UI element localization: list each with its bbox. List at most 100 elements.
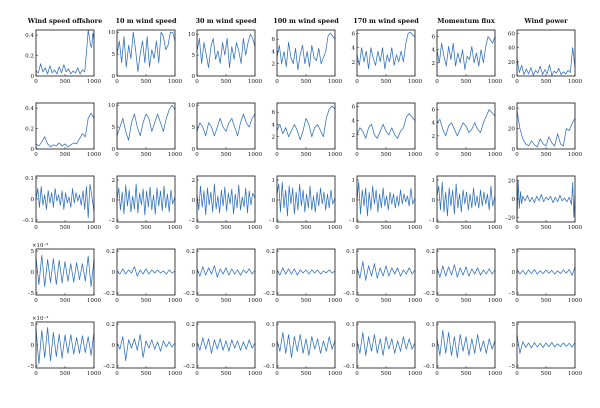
x-tick-label: 0 bbox=[34, 225, 38, 231]
y-tick-label: –5 bbox=[509, 364, 516, 370]
x-tick-label: 0 bbox=[115, 79, 119, 85]
y-tick-label: 0 bbox=[111, 198, 115, 204]
subplot-r2-c3: 0 500 1000–101 bbox=[269, 175, 343, 231]
series-line bbox=[35, 183, 95, 219]
y-tick-label: 10 bbox=[188, 103, 196, 109]
subplot-r1-c2: 0 500 1000 0 5 10 bbox=[188, 102, 263, 158]
x-tick-label: 0 bbox=[355, 152, 359, 158]
x-tick-label: 0 bbox=[34, 79, 38, 85]
subplot-r0-c6: 0 500 1000 0 20 40 60 bbox=[508, 29, 583, 85]
x-tick-label: 500 bbox=[221, 371, 232, 377]
x-tick-label: 500 bbox=[461, 371, 472, 377]
x-tick-label: 0 bbox=[435, 371, 439, 377]
x-tick-label: 1000 bbox=[488, 371, 503, 377]
y-tick-label: 10 bbox=[188, 32, 196, 38]
y-tick-label: 0 bbox=[191, 270, 195, 276]
series-line bbox=[116, 334, 176, 362]
axes-frame bbox=[436, 29, 496, 77]
y-tick-label: –2 bbox=[109, 218, 116, 224]
x-tick-label: 500 bbox=[221, 298, 232, 304]
x-tick-label: 0 bbox=[435, 225, 439, 231]
y-tick-label: 10 bbox=[108, 30, 116, 36]
x-tick-label: 500 bbox=[541, 152, 552, 158]
y-multiplier-label: ×10⁻³ bbox=[32, 315, 48, 322]
axes-frame bbox=[516, 29, 576, 77]
y-multiplier-label: ×10⁻³ bbox=[32, 242, 48, 249]
y-tick-label: 40 bbox=[508, 106, 516, 112]
y-tick-label: 0 bbox=[30, 343, 34, 349]
x-tick-label: 500 bbox=[60, 371, 71, 377]
subplot-r0-c1: 0 500 1000 0 5 10 bbox=[108, 29, 183, 85]
subplot-r1-c3: 0 500 1000 2 4 6 bbox=[271, 102, 343, 158]
y-tick-label: 4 bbox=[351, 119, 355, 125]
x-tick-label: 1000 bbox=[488, 79, 503, 85]
axes-frame bbox=[35, 248, 95, 296]
axes-frame bbox=[516, 102, 576, 150]
subplot-r0-c5: 0 500 1000 2 4 6 bbox=[431, 29, 503, 85]
y-tick-label: 0.2 bbox=[106, 249, 115, 255]
y-tick-label: 0.1 bbox=[25, 176, 34, 182]
subplot-r3-c4: 0 500 1000–0.100.1 bbox=[343, 248, 423, 304]
subplot-r4-c0: 0 500 1000–505×10⁻³ bbox=[28, 315, 102, 377]
subplot-r4-c5: 0 500 1000–0.100.1 bbox=[423, 321, 503, 377]
x-tick-label: 1000 bbox=[568, 225, 583, 231]
series-line bbox=[116, 104, 176, 141]
axes-frame bbox=[196, 321, 256, 369]
series-line bbox=[516, 266, 576, 276]
y-tick-label: 20 bbox=[508, 179, 516, 185]
subplot-r1-c1: 0 500 1000 0 5 10 bbox=[108, 102, 183, 158]
axes-frame bbox=[356, 321, 416, 369]
x-tick-label: 0 bbox=[275, 225, 279, 231]
y-tick-label: 0.2 bbox=[186, 249, 195, 255]
axes-frame bbox=[276, 29, 336, 77]
series-line bbox=[35, 29, 95, 75]
y-tick-label: 0.1 bbox=[346, 322, 355, 328]
y-tick-label: 0 bbox=[271, 270, 275, 276]
series-line bbox=[196, 113, 256, 137]
x-tick-label: 0 bbox=[115, 298, 119, 304]
y-tick-label: 0 bbox=[30, 270, 34, 276]
subplot-r4-c6: 0 500 1000–505 bbox=[509, 321, 583, 377]
x-tick-label: 500 bbox=[60, 79, 71, 85]
series-line bbox=[276, 32, 336, 71]
y-tick-label: –0.2 bbox=[103, 291, 115, 297]
series-line bbox=[196, 337, 256, 354]
y-tick-label: 0 bbox=[511, 147, 515, 153]
y-tick-label: 0 bbox=[511, 197, 515, 203]
series-line bbox=[276, 267, 336, 276]
series-line bbox=[116, 266, 176, 277]
x-tick-label: 500 bbox=[381, 79, 392, 85]
y-tick-label: 0 bbox=[511, 270, 515, 276]
x-tick-label: 1000 bbox=[328, 152, 343, 158]
x-tick-label: 1000 bbox=[408, 371, 423, 377]
y-tick-label: 5 bbox=[511, 249, 515, 255]
series-line bbox=[35, 327, 95, 365]
x-tick-label: 500 bbox=[381, 298, 392, 304]
y-tick-label: 5 bbox=[111, 52, 115, 58]
x-tick-label: 0 bbox=[515, 152, 519, 158]
x-tick-label: 1000 bbox=[488, 298, 503, 304]
series-line bbox=[276, 181, 336, 217]
x-tick-label: 1000 bbox=[328, 225, 343, 231]
series-line bbox=[116, 31, 176, 72]
y-tick-label: 0 bbox=[30, 197, 34, 203]
y-tick-label: 0 bbox=[191, 198, 195, 204]
y-tick-label: 6 bbox=[271, 37, 275, 43]
x-tick-label: 1000 bbox=[87, 225, 102, 231]
x-tick-label: 1000 bbox=[248, 79, 263, 85]
subplot-r1-c0: 0 500 1000 0 0.2 0.4 bbox=[25, 102, 102, 158]
x-tick-label: 1000 bbox=[408, 225, 423, 231]
x-tick-label: 500 bbox=[221, 225, 232, 231]
series-line bbox=[436, 181, 496, 217]
y-tick-label: 0.2 bbox=[426, 249, 435, 255]
y-tick-label: 0.2 bbox=[186, 322, 195, 328]
subplot-r2-c4: 0 500 1000–101 bbox=[349, 175, 423, 231]
subplot-r4-c2: 0 500 1000–0.200.2 bbox=[183, 321, 263, 377]
y-tick-label: 6 bbox=[271, 110, 275, 116]
y-tick-label: 2 bbox=[191, 178, 195, 184]
y-tick-label: 0 bbox=[111, 74, 115, 80]
x-tick-label: 500 bbox=[221, 152, 232, 158]
column-title: Wind speed offshore bbox=[27, 17, 102, 25]
x-tick-label: 0 bbox=[435, 79, 439, 85]
x-tick-label: 500 bbox=[60, 225, 71, 231]
